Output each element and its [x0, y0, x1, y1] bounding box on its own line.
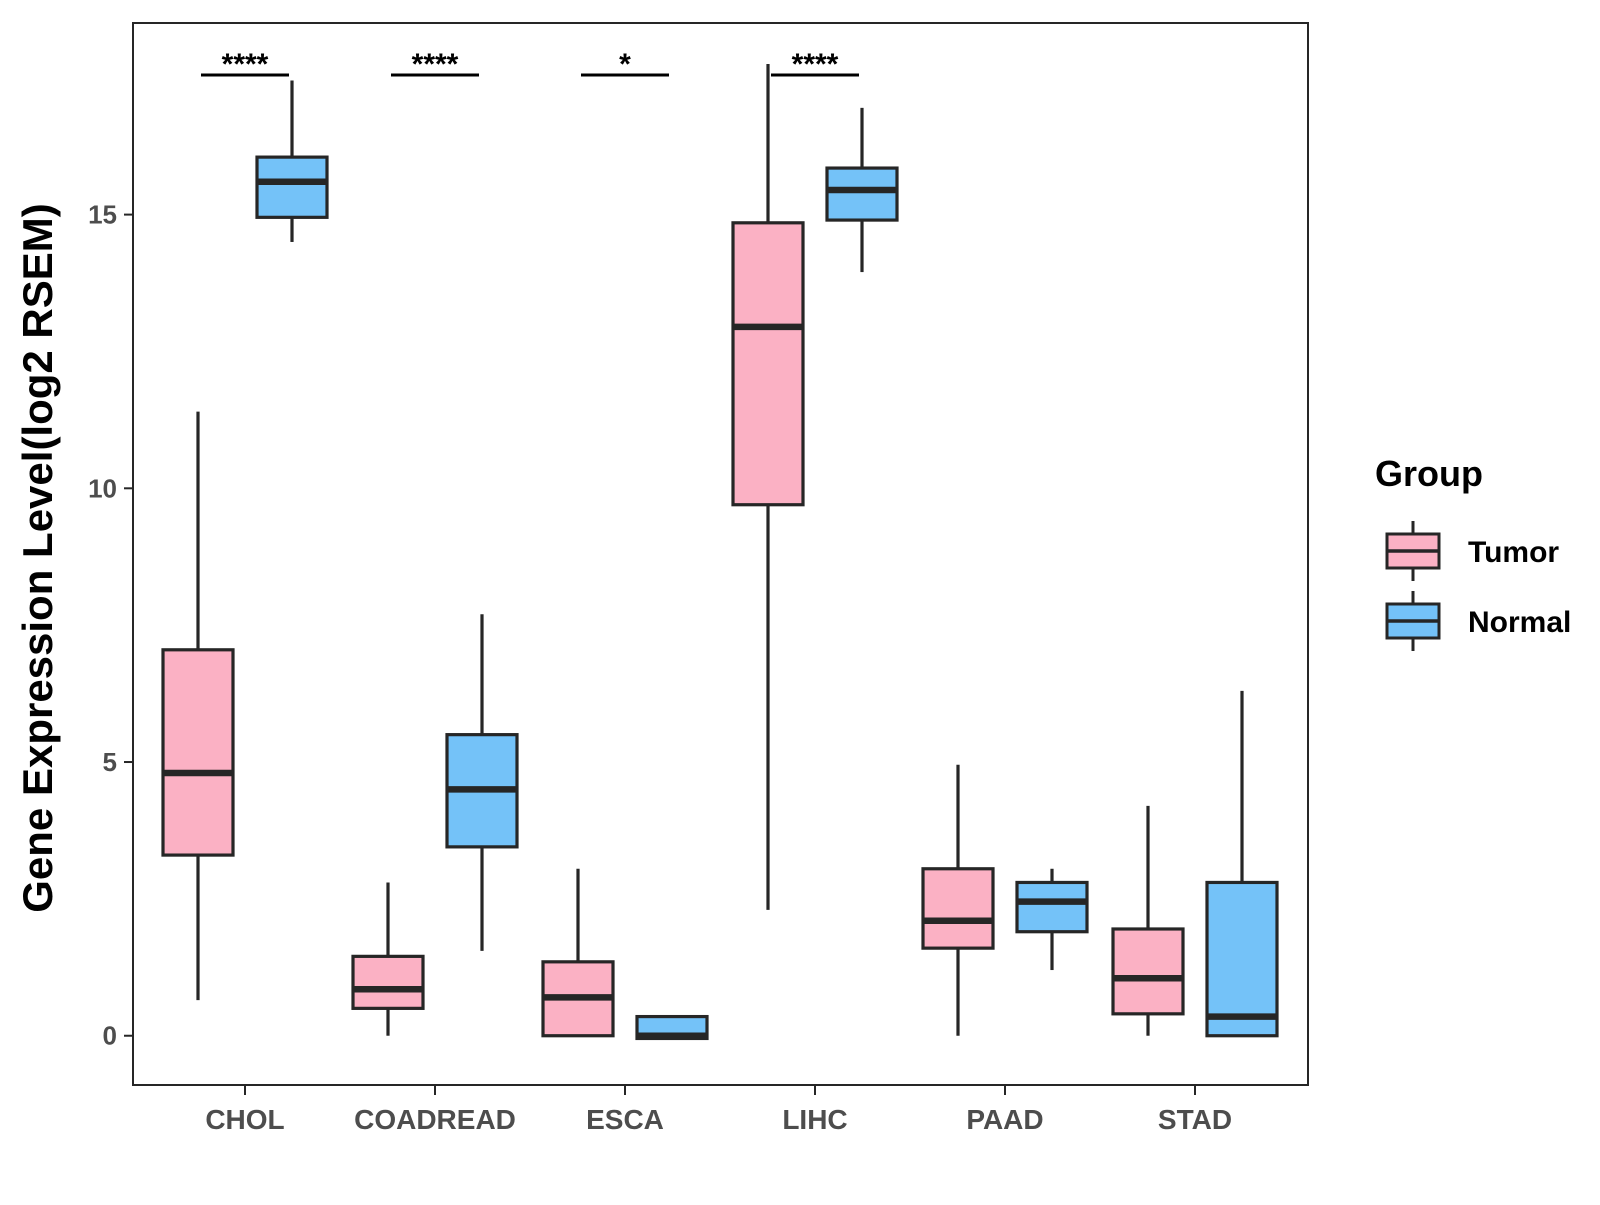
significance-label: **** — [792, 48, 839, 81]
box-normal-paad — [1015, 868, 1089, 971]
legend: Group Tumor Normal — [1375, 453, 1571, 651]
box-body — [351, 954, 425, 1010]
legend-item-tumor: Tumor — [1385, 521, 1559, 581]
box-normal-chol — [255, 80, 329, 242]
y-axis-title: Gene Expression Level(log2 RSEM) — [14, 203, 61, 913]
significance-label: **** — [222, 48, 269, 81]
legend-item-normal: Normal — [1385, 591, 1571, 651]
box-body — [1205, 880, 1279, 1038]
box-body — [1015, 880, 1089, 934]
legend-label: Tumor — [1468, 536, 1559, 569]
x-tick-label: PAAD — [966, 1104, 1043, 1135]
x-tick-label: ESCA — [586, 1104, 664, 1135]
y-tick-label: 15 — [88, 200, 117, 230]
x-tick-label: STAD — [1158, 1104, 1232, 1135]
box-normal-esca — [635, 1014, 709, 1041]
y-tick-label: 0 — [103, 1021, 117, 1051]
x-tick-label: COADREAD — [354, 1104, 516, 1135]
box-tumor-coadread — [351, 882, 425, 1036]
legend-title: Group — [1375, 453, 1483, 494]
box-body — [161, 648, 235, 857]
x-tick-label: LIHC — [782, 1104, 847, 1135]
box-body — [731, 221, 805, 507]
box-tumor-stad — [1111, 805, 1185, 1036]
box-tumor-chol — [161, 411, 235, 1001]
box-tumor-paad — [921, 764, 995, 1036]
y-tick-label: 10 — [88, 473, 117, 503]
box-body — [921, 867, 995, 950]
box-tumor-lihc — [731, 64, 805, 910]
box-body — [255, 155, 329, 219]
significance-label: * — [619, 48, 631, 81]
box-normal-coadread — [445, 614, 519, 951]
box-body — [1111, 927, 1185, 1016]
legend-label: Normal — [1468, 606, 1571, 639]
box-normal-lihc — [825, 107, 899, 273]
significance-label: **** — [412, 48, 459, 81]
x-tick-label: CHOL — [205, 1104, 284, 1135]
panel-border — [132, 22, 1309, 1086]
box-body — [825, 166, 899, 222]
box-normal-stad — [1205, 690, 1279, 1038]
y-tick-label: 5 — [103, 747, 117, 777]
box-tumor-esca — [541, 868, 615, 1038]
